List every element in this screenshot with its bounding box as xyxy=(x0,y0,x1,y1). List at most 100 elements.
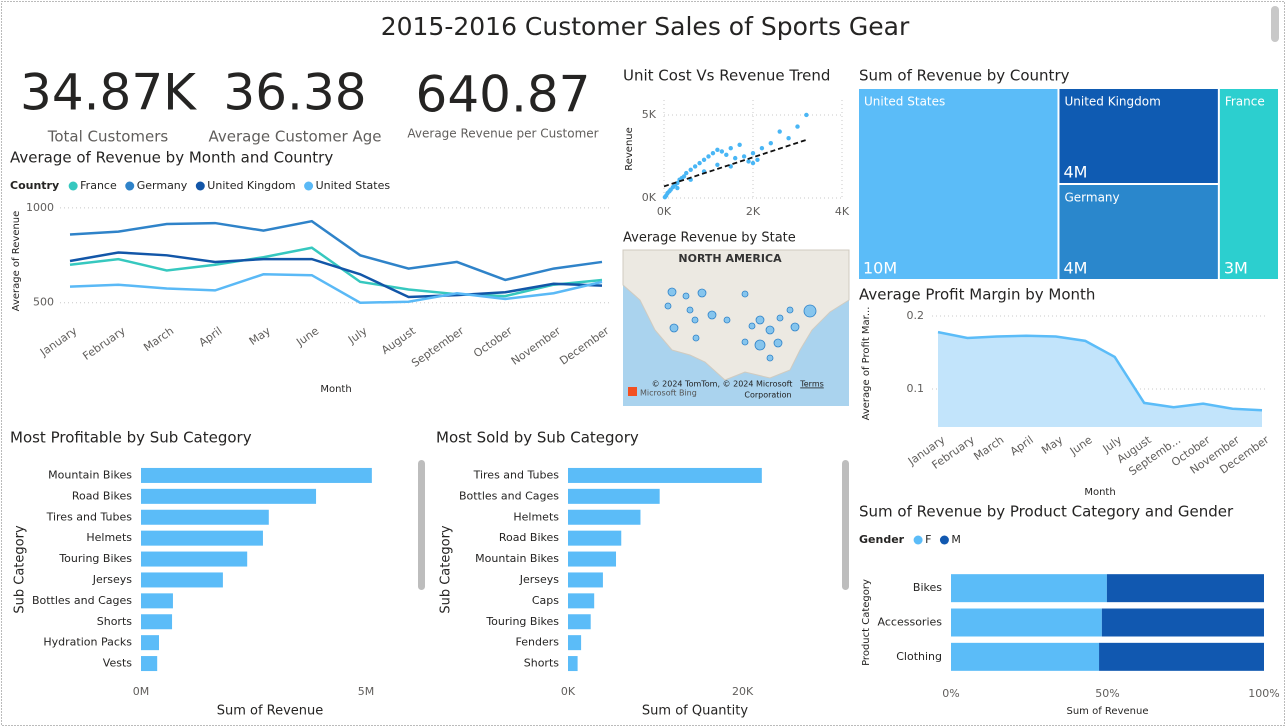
x-tick-label: June xyxy=(1067,433,1095,458)
bar[interactable] xyxy=(141,572,223,588)
bar[interactable] xyxy=(568,488,660,504)
scrollbar[interactable] xyxy=(1271,6,1279,42)
point xyxy=(777,129,782,134)
y-axis-title: Average of Revenue xyxy=(11,211,22,312)
bar[interactable] xyxy=(568,530,622,546)
tile-value: 4M xyxy=(1063,259,1087,278)
trend-line xyxy=(663,139,807,188)
y-axis-title: Sub Category xyxy=(439,525,454,614)
map: Average Revenue by State NORTH AMERICA ©… xyxy=(622,231,850,406)
x-tick-label: April xyxy=(1008,433,1036,458)
legend-label: Germany xyxy=(137,179,188,192)
x-tick-label: January xyxy=(37,324,80,359)
scrollbar[interactable] xyxy=(842,460,849,590)
legend-title: Gender xyxy=(859,533,905,546)
legend-marker xyxy=(125,181,135,191)
kpi-label: Average Customer Age xyxy=(208,128,381,146)
treemap-tile[interactable] xyxy=(1059,89,1218,183)
kpi-label: Total Customers xyxy=(47,128,169,146)
x-tick-label: November xyxy=(509,324,564,368)
treemap-tile[interactable] xyxy=(859,89,1058,279)
legend-marker xyxy=(939,535,949,545)
bar-segment[interactable] xyxy=(951,608,1102,637)
treemap-tile[interactable] xyxy=(1059,185,1218,279)
bar[interactable] xyxy=(568,572,603,588)
y-tick-label: Mountain Bikes xyxy=(48,468,132,481)
y-tick-label: Shorts xyxy=(524,657,560,670)
kpi-value: 640.87 xyxy=(416,66,591,124)
bar[interactable] xyxy=(141,530,263,546)
y-tick-label: Jerseys xyxy=(92,573,133,586)
tile-label: Germany xyxy=(1064,191,1119,205)
x-tick-label: October xyxy=(471,324,515,360)
y-tick-label: Tires and Tubes xyxy=(46,510,133,523)
map-attribution: © 2024 TomTom, © 2024 Microsoft xyxy=(652,380,793,389)
bar[interactable] xyxy=(141,593,173,609)
point xyxy=(795,124,800,129)
point xyxy=(697,160,702,166)
x-tick-label: 50% xyxy=(1095,687,1119,700)
bar-segment[interactable] xyxy=(1099,642,1264,671)
chart-title: Average Profit Margin by Month xyxy=(859,286,1095,304)
x-tick-label: 0K xyxy=(561,685,576,698)
bar[interactable] xyxy=(141,635,159,651)
x-tick-label: 100% xyxy=(1248,687,1279,700)
scrollbar[interactable] xyxy=(418,460,425,590)
point xyxy=(737,142,742,148)
y-tick-label: Helmets xyxy=(86,531,132,544)
bar[interactable] xyxy=(568,467,762,483)
x-tick-label: February xyxy=(80,324,128,363)
bar[interactable] xyxy=(141,488,317,504)
point xyxy=(715,162,720,167)
bar[interactable] xyxy=(141,614,173,630)
bar-segment[interactable] xyxy=(1101,608,1264,637)
bar-segment[interactable] xyxy=(951,642,1100,671)
x-tick-label: 0% xyxy=(942,687,959,700)
point xyxy=(701,157,707,162)
chart-title: Average of Revenue by Month and Country xyxy=(10,149,333,167)
bar[interactable] xyxy=(141,467,372,483)
bar[interactable] xyxy=(141,551,248,567)
tile-label: France xyxy=(1225,95,1265,109)
kpi-value: 36.38 xyxy=(223,64,366,122)
x-tick-label: 2K xyxy=(746,205,761,218)
bar[interactable] xyxy=(568,635,582,651)
map-terms[interactable]: Terms xyxy=(799,380,824,389)
x-tick-label: 0K xyxy=(657,205,672,218)
x-tick-label: August xyxy=(379,324,419,357)
chart-title: Sum of Revenue by Country xyxy=(859,67,1070,85)
bar-segment[interactable] xyxy=(951,574,1107,603)
point xyxy=(724,152,729,158)
y-tick-label: Road Bikes xyxy=(72,489,132,502)
bar[interactable] xyxy=(141,509,269,525)
bar[interactable] xyxy=(568,593,595,609)
bar[interactable] xyxy=(141,656,158,672)
bar[interactable] xyxy=(568,656,578,672)
point xyxy=(681,174,687,179)
area-fill xyxy=(938,332,1262,427)
map-bubbles xyxy=(664,287,817,362)
point xyxy=(755,157,760,162)
tile-label: United Kingdom xyxy=(1064,95,1160,109)
bing-logo xyxy=(628,387,637,396)
x-tick-label: 0M xyxy=(133,685,150,698)
x-tick-label: July xyxy=(345,324,370,347)
treemap-tile[interactable] xyxy=(1219,89,1278,279)
x-tick-label: September xyxy=(409,324,467,370)
legend-marker xyxy=(68,181,78,191)
y-tick-label: 5K xyxy=(642,108,657,121)
y-tick-label: Shorts xyxy=(97,615,133,628)
y-tick-label: Accessories xyxy=(878,616,943,629)
chart-title: Sum of Revenue by Product Category and G… xyxy=(859,503,1234,521)
map-region: NORTH AMERICA xyxy=(678,252,782,265)
bar[interactable] xyxy=(568,551,617,567)
series-line xyxy=(69,246,603,298)
point xyxy=(746,159,751,164)
y-tick-label: Touring Bikes xyxy=(485,615,559,628)
bar-segment[interactable] xyxy=(1106,574,1264,603)
x-axis-title: Month xyxy=(1084,487,1115,498)
y-tick-label: Bottles and Cages xyxy=(32,594,132,607)
bar[interactable] xyxy=(568,509,641,525)
bar[interactable] xyxy=(568,614,591,630)
